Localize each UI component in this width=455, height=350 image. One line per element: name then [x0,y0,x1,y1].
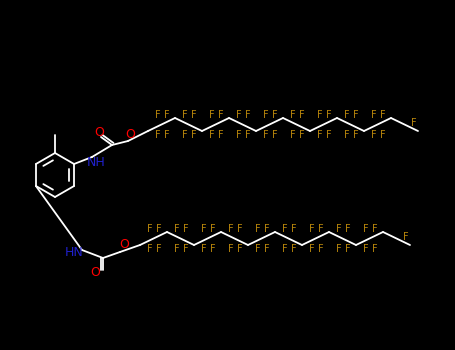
Text: F: F [317,110,322,119]
Text: F: F [264,224,269,233]
Text: O: O [119,238,129,252]
Text: F: F [164,110,169,119]
Text: F: F [318,224,324,233]
Text: F: F [308,244,314,253]
Text: F: F [217,110,223,119]
Text: F: F [345,224,350,233]
Text: F: F [174,224,179,233]
Text: F: F [353,110,359,119]
Text: F: F [379,130,385,140]
Text: F: F [282,224,287,233]
Text: F: F [228,244,233,253]
Text: F: F [191,110,196,119]
Text: F: F [155,130,160,140]
Text: F: F [336,224,341,233]
Text: F: F [298,110,304,119]
Text: HN: HN [65,245,83,259]
Text: F: F [372,224,377,233]
Text: F: F [255,224,260,233]
Text: F: F [263,110,268,119]
Text: F: F [255,244,260,253]
Text: F: F [363,244,368,253]
Text: F: F [272,110,277,119]
Text: F: F [282,244,287,253]
Text: F: F [336,244,341,253]
Text: F: F [183,244,188,253]
Text: F: F [245,130,250,140]
Text: F: F [318,244,324,253]
Text: F: F [210,224,215,233]
Text: F: F [210,244,215,253]
Text: F: F [182,130,187,140]
Text: F: F [156,244,162,253]
Text: F: F [147,224,152,233]
Text: F: F [344,110,349,119]
Text: O: O [94,126,104,139]
Text: F: F [291,244,296,253]
Text: F: F [353,130,359,140]
Text: F: F [236,110,241,119]
Text: O: O [90,266,100,280]
Text: F: F [371,130,376,140]
Text: F: F [236,130,241,140]
Text: F: F [183,224,188,233]
Text: NH: NH [86,155,106,168]
Text: F: F [345,244,350,253]
Text: F: F [245,110,250,119]
Text: F: F [217,130,223,140]
Text: F: F [290,110,295,119]
Text: F: F [237,224,243,233]
Text: F: F [264,244,269,253]
Text: F: F [228,224,233,233]
Text: F: F [291,224,296,233]
Text: F: F [201,244,206,253]
Text: F: F [272,130,277,140]
Text: O: O [125,127,135,140]
Text: F: F [156,224,162,233]
Text: F: F [379,110,385,119]
Text: F: F [308,224,314,233]
Text: F: F [326,110,331,119]
Text: F: F [411,118,416,127]
Text: F: F [147,244,152,253]
Text: F: F [164,130,169,140]
Text: F: F [174,244,179,253]
Text: F: F [182,110,187,119]
Text: F: F [237,244,243,253]
Text: F: F [372,244,377,253]
Text: F: F [344,130,349,140]
Text: F: F [263,130,268,140]
Text: F: F [326,130,331,140]
Text: F: F [363,224,368,233]
Text: F: F [209,130,214,140]
Text: F: F [317,130,322,140]
Text: F: F [403,231,408,242]
Text: F: F [371,110,376,119]
Text: F: F [209,110,214,119]
Text: F: F [201,224,206,233]
Text: F: F [191,130,196,140]
Text: F: F [155,110,160,119]
Text: F: F [298,130,304,140]
Text: F: F [290,130,295,140]
